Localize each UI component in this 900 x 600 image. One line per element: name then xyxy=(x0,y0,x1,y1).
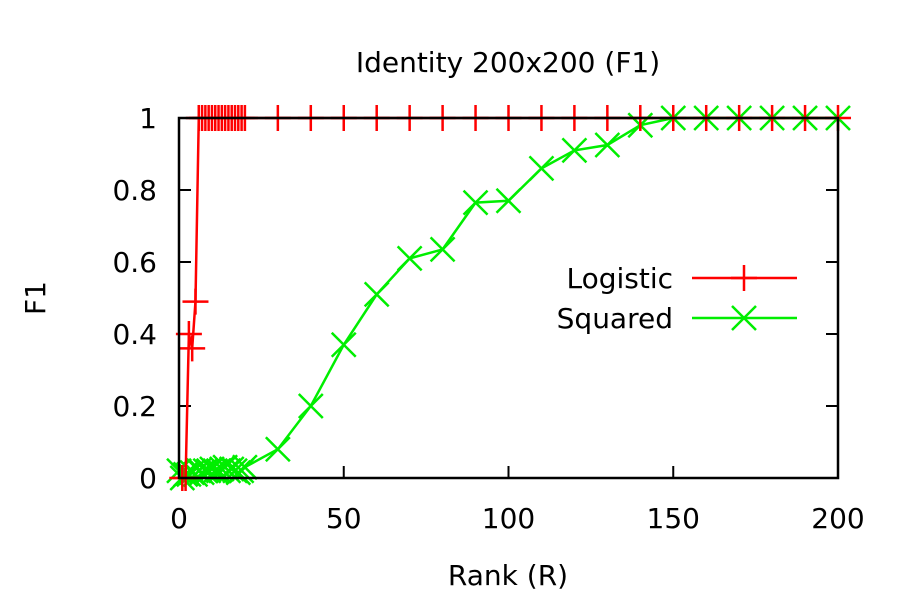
y-tick-label: 0.2 xyxy=(112,390,157,423)
y-axis-ticks: 0 0.2 0.4 0.6 0.8 1 xyxy=(112,102,838,495)
series-line-squared xyxy=(177,116,838,481)
plot-frame xyxy=(177,116,840,480)
x-tick-label: 50 xyxy=(326,502,362,535)
x-tick-label: 150 xyxy=(647,502,700,535)
data-point-squared xyxy=(528,155,555,182)
legend-marker-squared xyxy=(731,305,757,331)
chart-legend: Logistic Squared xyxy=(557,262,797,335)
y-tick-label: 0.6 xyxy=(112,246,157,279)
series-line-logistic xyxy=(182,116,838,480)
x-axis-label: Rank (R) xyxy=(448,559,568,592)
y-tick-label: 0.4 xyxy=(112,318,157,351)
data-point-squared xyxy=(297,393,324,419)
data-point-squared xyxy=(264,436,291,463)
x-tick-label: 0 xyxy=(170,502,188,535)
data-point-squared xyxy=(363,281,390,308)
series-squared xyxy=(166,105,851,491)
chart-title: Identity 200x200 (F1) xyxy=(356,46,660,79)
y-tick-label: 0 xyxy=(139,462,157,495)
data-point-squared xyxy=(232,454,258,481)
data-point-squared xyxy=(561,137,588,164)
y-tick-label: 0.8 xyxy=(112,174,157,207)
legend-label-squared: Squared xyxy=(557,302,673,335)
series-logistic xyxy=(169,105,851,491)
data-point-squared xyxy=(330,331,357,358)
data-point-squared xyxy=(495,187,522,214)
x-tick-label: 200 xyxy=(811,502,864,535)
plot-series xyxy=(166,105,851,491)
y-axis-label: F1 xyxy=(19,281,52,315)
legend-marker-logistic xyxy=(731,265,757,291)
data-point-squared xyxy=(396,245,423,272)
x-axis-ticks: 0 50 100 150 200 xyxy=(170,118,865,535)
data-point-squared xyxy=(462,189,489,216)
legend-label-logistic: Logistic xyxy=(566,262,673,295)
y-tick-label: 1 xyxy=(139,102,157,135)
data-point-squared xyxy=(594,132,621,158)
data-point-logistic xyxy=(179,335,206,362)
x-tick-label: 100 xyxy=(482,502,535,535)
data-point-logistic xyxy=(182,288,209,315)
data-point-squared xyxy=(429,236,456,263)
